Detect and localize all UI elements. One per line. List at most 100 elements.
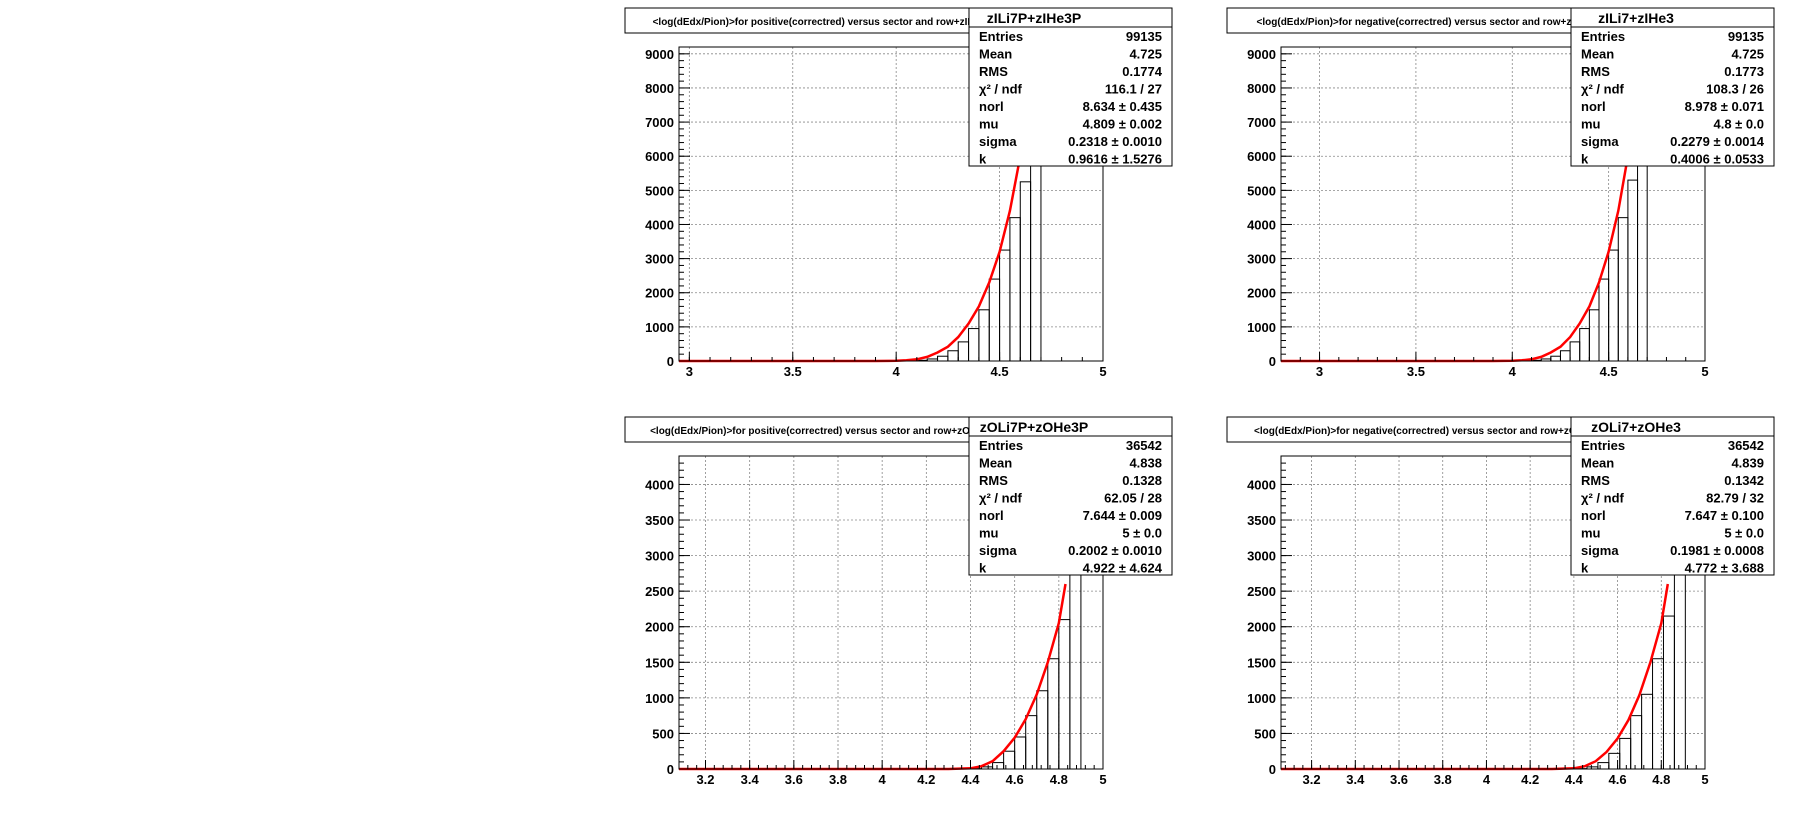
y-tick-label: 3500 xyxy=(645,513,674,528)
chart-title: <log(dEdx/Pion)>for negative(correctred)… xyxy=(1257,17,1593,28)
y-tick-label: 3000 xyxy=(645,252,674,267)
y-tick-label: 1000 xyxy=(1247,320,1276,335)
x-tick-label: 3.6 xyxy=(785,772,803,787)
stats-label: Entries xyxy=(979,438,1023,453)
y-tick-label: 4000 xyxy=(645,217,674,232)
stats-box-frame xyxy=(968,7,1173,167)
x-tick-label: 3 xyxy=(686,364,693,379)
x-tick-label: 4.4 xyxy=(961,772,980,787)
y-tick-label: 4000 xyxy=(1247,477,1276,492)
y-tick-label: 0 xyxy=(667,762,674,777)
stats-value: 0.2318 ± 0.0010 xyxy=(1068,134,1162,149)
stats-value: 5 ± 0.0 xyxy=(1724,526,1764,541)
stats-label: sigma xyxy=(1581,543,1619,558)
stats-value: 0.4006 ± 0.0533 xyxy=(1670,152,1764,167)
stats-label: Entries xyxy=(1581,438,1625,453)
stats-value: 8.634 ± 0.435 xyxy=(1083,99,1162,114)
stats-label: sigma xyxy=(979,134,1017,149)
x-tick-label: 3.8 xyxy=(829,772,847,787)
x-tick-label: 5 xyxy=(1099,772,1106,787)
axes: 3.2 3.4 3.6 3.8 4 4.2 4.4 4.6 4.8 5 0 500 1000 1500 20… xyxy=(645,455,1107,787)
x-tick-label: 3.8 xyxy=(1434,772,1452,787)
x-tick-label: 4 xyxy=(1483,772,1491,787)
x-tick-label: 3.5 xyxy=(784,364,802,379)
y-tick-label: 8000 xyxy=(1247,81,1276,96)
stats-label: mu xyxy=(979,117,999,132)
stats-value: 4.839 xyxy=(1731,456,1764,471)
x-tick-label: 4.6 xyxy=(1006,772,1024,787)
y-tick-label: 0 xyxy=(667,354,674,369)
y-tick-label: 8000 xyxy=(645,81,674,96)
histogram-panel-2: 3 3.5 4 4.5 5 0 1000 2000 3000 4000 5000 6000 7000 80… xyxy=(1226,7,1775,379)
stats-value: 4.772 ± 3.688 xyxy=(1685,561,1764,576)
y-tick-label: 5000 xyxy=(1247,183,1276,198)
stats-value: 108.3 / 26 xyxy=(1706,82,1764,97)
y-tick-label: 9000 xyxy=(1247,47,1276,62)
stats-value: 7.644 ± 0.009 xyxy=(1083,508,1162,523)
stats-value: 0.1328 xyxy=(1122,473,1162,488)
stats-value: 8.978 ± 0.071 xyxy=(1685,99,1764,114)
stats-label: χ² / ndf xyxy=(979,491,1023,506)
stats-label: Mean xyxy=(979,456,1012,471)
stats-box: zOLi7+zOHe3 Entries 36542 Mean 4.839 RMS 0.134… xyxy=(1570,416,1775,576)
y-tick-label: 1000 xyxy=(1247,691,1276,706)
stats-box: zILi7P+zIHe3P Entries 99135 Mean 4.725 RMS 0.1… xyxy=(968,7,1173,167)
y-tick-label: 2000 xyxy=(1247,620,1276,635)
stats-label: Entries xyxy=(1581,29,1625,44)
stats-box: zOLi7P+zOHe3P Entries 36542 Mean 4.838 RMS 0.1… xyxy=(968,416,1173,576)
chart-title: <log(dEdx/Pion)>for negative(correctred)… xyxy=(1254,426,1595,437)
stats-label: k xyxy=(979,561,987,576)
stats-box-frame xyxy=(1570,416,1775,576)
y-tick-label: 2500 xyxy=(1247,584,1276,599)
x-tick-label: 3.2 xyxy=(696,772,714,787)
stats-label: norl xyxy=(1581,99,1606,114)
y-tick-label: 3000 xyxy=(1247,252,1276,267)
x-tick-label: 5 xyxy=(1099,364,1106,379)
stats-label: mu xyxy=(979,526,999,541)
stats-label: k xyxy=(979,152,987,167)
title-box xyxy=(624,7,1021,34)
stats-value: 99135 xyxy=(1728,29,1764,44)
x-tick-label: 4.5 xyxy=(1600,364,1618,379)
stats-value: 116.1 / 27 xyxy=(1105,82,1162,97)
stats-label: sigma xyxy=(1581,134,1619,149)
stats-label: χ² / ndf xyxy=(979,82,1023,97)
stats-label: sigma xyxy=(979,543,1017,558)
stats-label: Mean xyxy=(1581,456,1614,471)
stats-value: 4.922 ± 4.624 xyxy=(1083,561,1163,576)
y-tick-label: 2000 xyxy=(1247,286,1276,301)
stats-value: 4.725 xyxy=(1731,47,1764,62)
stats-value: 0.9616 ± 1.5276 xyxy=(1068,152,1162,167)
y-tick-label: 1000 xyxy=(645,320,674,335)
stats-value: 36542 xyxy=(1126,438,1162,453)
histogram-panel-3: 3.2 3.4 3.6 3.8 4 4.2 4.4 4.6 4.8 5 0 500 1000 1500 20… xyxy=(624,416,1173,787)
stats-value: 36542 xyxy=(1728,438,1764,453)
stats-label: χ² / ndf xyxy=(1581,82,1625,97)
stats-value: 0.1773 xyxy=(1724,64,1764,79)
y-tick-label: 1000 xyxy=(645,691,674,706)
axes: 3 3.5 4 4.5 5 0 1000 2000 3000 4000 5000 6000 7000 80… xyxy=(645,46,1107,379)
x-tick-label: 4 xyxy=(879,772,887,787)
stats-value: 0.2279 ± 0.0014 xyxy=(1670,134,1765,149)
panels-group: 3 3.5 4 4.5 50100020003000400050006000700080… xyxy=(624,7,1775,787)
y-tick-label: 3000 xyxy=(645,549,674,564)
stats-label: k xyxy=(1581,561,1589,576)
stats-label: RMS xyxy=(1581,64,1610,79)
x-tick-label: 4.8 xyxy=(1050,772,1068,787)
y-tick-label: 2500 xyxy=(645,584,674,599)
histogram-panel-1: 3 3.5 4 4.5 5 0 1000 2000 3000 4000 5000 6000 7000 80… xyxy=(624,7,1173,379)
x-tick-label: 4.8 xyxy=(1652,772,1670,787)
x-tick-label: 3.4 xyxy=(741,772,760,787)
stats-name: zOLi7+zOHe3 xyxy=(1591,419,1681,435)
y-tick-label: 3500 xyxy=(1247,513,1276,528)
stats-value: 4.838 xyxy=(1129,456,1162,471)
stats-value: 82.79 / 32 xyxy=(1706,491,1764,506)
stats-value: 4.809 ± 0.002 xyxy=(1083,117,1162,132)
x-tick-label: 3.4 xyxy=(1346,772,1365,787)
x-tick-label: 4.2 xyxy=(917,772,935,787)
stats-label: RMS xyxy=(1581,473,1610,488)
y-tick-label: 9000 xyxy=(645,47,674,62)
x-tick-label: 4.5 xyxy=(991,364,1009,379)
y-tick-label: 4000 xyxy=(1247,217,1276,232)
y-tick-label: 6000 xyxy=(1247,149,1276,164)
